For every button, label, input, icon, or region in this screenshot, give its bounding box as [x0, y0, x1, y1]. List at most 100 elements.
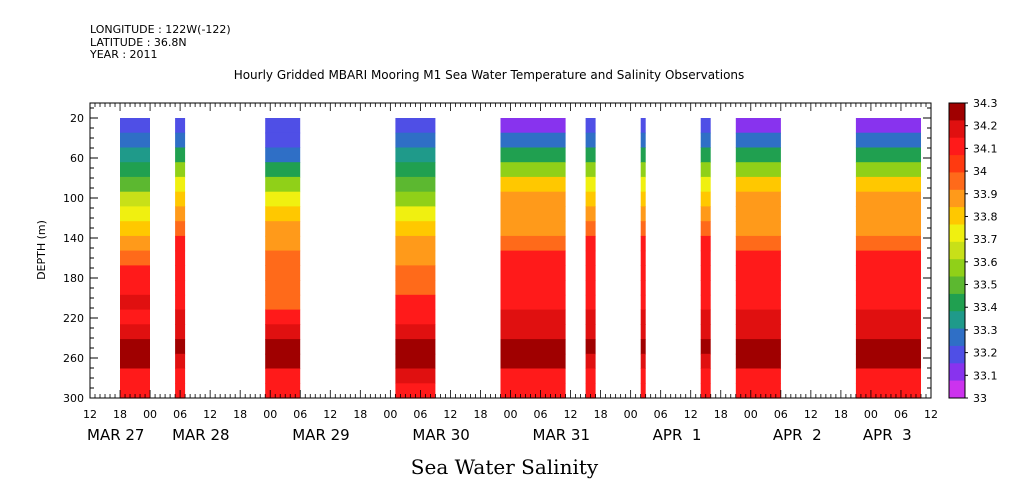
heatmap-cell — [700, 250, 711, 266]
heatmap-cell — [640, 118, 646, 134]
heatmap-cell — [640, 191, 646, 207]
colorbar-label: 34.1 — [973, 142, 998, 155]
heatmap-cell — [700, 162, 711, 178]
heatmap-cell — [395, 265, 436, 281]
colorbar-swatch — [949, 345, 965, 364]
heatmap-cell — [265, 353, 301, 370]
heatmap-cell — [855, 265, 921, 281]
heatmap-cell — [700, 176, 711, 193]
heatmap-cell — [585, 383, 596, 399]
heatmap-cell — [735, 294, 781, 311]
y-tick-label: 100 — [63, 192, 84, 205]
heatmap-cell — [585, 353, 596, 370]
heatmap-cell — [175, 118, 186, 134]
heatmap-cell — [175, 221, 186, 237]
heatmap-cell — [265, 147, 301, 163]
heatmap-cell — [395, 339, 436, 355]
heatmap-cell — [585, 280, 596, 296]
heatmap-cell — [640, 309, 646, 325]
x-tick-label: 12 — [804, 408, 818, 421]
heatmap-cell — [265, 132, 301, 148]
x-tick-label: 12 — [323, 408, 337, 421]
heatmap-cell — [735, 339, 781, 355]
x-tick-label: 18 — [113, 408, 127, 421]
heatmap-cell — [265, 118, 301, 134]
heatmap-cell — [700, 118, 711, 134]
chart-title: Hourly Gridded MBARI Mooring M1 Sea Wate… — [233, 68, 745, 82]
heatmap-cell — [265, 250, 301, 266]
heatmap-cell — [855, 221, 921, 237]
heatmap-cell — [265, 162, 301, 178]
heatmap-cell — [395, 250, 436, 266]
heatmap-cell — [120, 353, 150, 370]
heatmap-cell — [120, 368, 150, 384]
colorbar-label: 33.4 — [973, 301, 998, 314]
heatmap-cell — [265, 280, 301, 296]
heatmap-cell — [585, 294, 596, 311]
heatmap-cell — [120, 324, 150, 340]
heatmap-cell — [500, 280, 566, 296]
x-tick-label: 18 — [594, 408, 608, 421]
heatmap-cell — [395, 221, 436, 237]
heatmap-cell — [395, 235, 436, 252]
heatmap-cell — [265, 235, 301, 252]
heatmap-cell — [500, 324, 566, 340]
heatmap-cell — [175, 294, 186, 311]
heatmap-cell — [700, 294, 711, 311]
heatmap-cell — [175, 280, 186, 296]
heatmap-cell — [735, 280, 781, 296]
heatmap-cell — [855, 324, 921, 340]
colorbar-swatch — [949, 207, 965, 225]
heatmap-cell — [855, 235, 921, 252]
heatmap-cell — [700, 206, 711, 222]
heatmap-cell — [640, 353, 646, 370]
heatmap-cell — [585, 147, 596, 163]
x-tick-label: 12 — [203, 408, 217, 421]
y-tick-label: 300 — [63, 392, 84, 405]
heatmap-cell — [700, 368, 711, 384]
colorbar-label: 33.8 — [973, 210, 998, 223]
heatmap-cell — [500, 162, 566, 178]
heatmap-cell — [120, 176, 150, 193]
heatmap-cell — [585, 118, 596, 134]
heatmap-cell — [500, 118, 566, 134]
x-tick-label: 18 — [473, 408, 487, 421]
x-tick-label: 00 — [864, 408, 878, 421]
heatmap-cell — [735, 191, 781, 207]
y-tick-label: 60 — [70, 152, 84, 165]
colorbar-swatch — [949, 120, 965, 139]
colorbar-label: 33.6 — [973, 256, 998, 269]
x-tick-label: 00 — [744, 408, 758, 421]
heatmap-cell — [395, 118, 436, 134]
heatmap-cell — [395, 353, 436, 370]
x-tick-label: 06 — [173, 408, 187, 421]
heatmap-cell — [735, 353, 781, 370]
heatmap-cell — [500, 353, 566, 370]
heatmap-cell — [500, 250, 566, 266]
x-tick-label: 00 — [504, 408, 518, 421]
heatmap-cell — [585, 221, 596, 237]
heatmap-cell — [395, 176, 436, 193]
heatmap-cell — [265, 294, 301, 311]
heatmap-cell — [700, 191, 711, 207]
heatmap-cell — [855, 250, 921, 266]
heatmap-cell — [585, 191, 596, 207]
heatmap-cell — [640, 176, 646, 193]
colorbar-swatch — [949, 241, 965, 260]
heatmap-cell — [120, 132, 150, 148]
heatmap-cell — [640, 132, 646, 148]
heatmap-cell — [855, 383, 921, 399]
heatmap-cell — [855, 147, 921, 163]
metadata-block: LONGITUDE : 122W(-122) LATITUDE : 36.8N … — [90, 23, 231, 62]
heatmap-cell — [120, 221, 150, 237]
heatmap-cell — [500, 147, 566, 163]
heatmap-cell — [735, 206, 781, 222]
colorbar-swatch — [949, 380, 965, 399]
heatmap-cell — [265, 221, 301, 237]
heatmap-cell — [585, 265, 596, 281]
heatmap-cell — [120, 162, 150, 178]
x-tick-label: 06 — [293, 408, 307, 421]
heatmap-cell — [735, 324, 781, 340]
heatmap-cell — [735, 162, 781, 178]
